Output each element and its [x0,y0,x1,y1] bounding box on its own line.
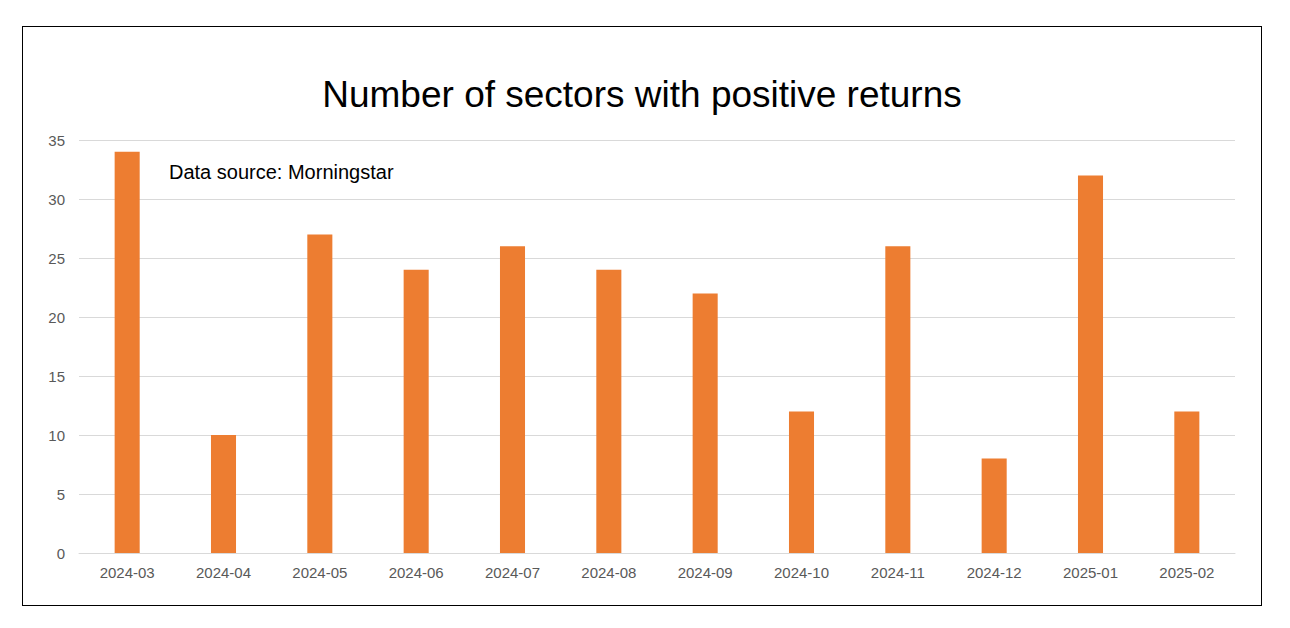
svg-text:2024-03: 2024-03 [100,564,155,581]
svg-text:Number of sectors with positiv: Number of sectors with positive returns [322,74,962,115]
svg-text:0: 0 [57,545,65,562]
svg-text:2024-07: 2024-07 [485,564,540,581]
svg-text:2024-11: 2024-11 [871,564,925,581]
svg-text:5: 5 [57,486,65,503]
svg-text:35: 35 [48,132,65,149]
svg-text:2025-01: 2025-01 [1063,564,1118,581]
svg-text:Data source: Morningstar: Data source: Morningstar [169,161,394,183]
svg-text:2024-06: 2024-06 [389,564,444,581]
svg-text:2025-02: 2025-02 [1159,564,1214,581]
svg-text:2024-04: 2024-04 [196,564,251,581]
svg-text:20: 20 [48,309,65,326]
svg-text:15: 15 [48,368,65,385]
svg-text:10: 10 [48,427,65,444]
svg-text:2024-10: 2024-10 [774,564,829,581]
svg-text:2024-09: 2024-09 [678,564,733,581]
svg-text:2024-12: 2024-12 [967,564,1022,581]
svg-text:30: 30 [48,191,65,208]
svg-text:25: 25 [48,250,65,267]
svg-text:2024-08: 2024-08 [581,564,636,581]
svg-text:2024-05: 2024-05 [292,564,347,581]
